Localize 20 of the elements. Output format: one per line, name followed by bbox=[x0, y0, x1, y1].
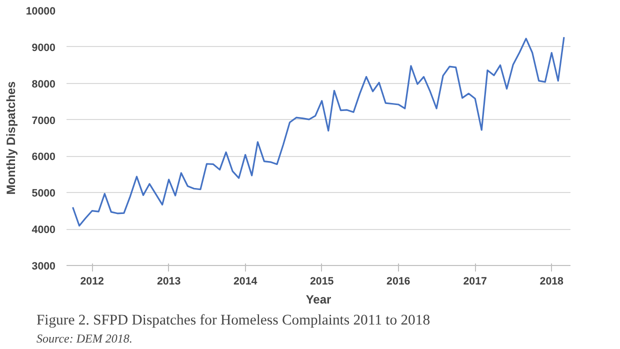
y-tick-label: 8000 bbox=[32, 78, 56, 90]
y-tick-label: 4000 bbox=[32, 224, 56, 236]
x-tick-label: 2014 bbox=[233, 276, 258, 288]
x-tick-label: 2017 bbox=[463, 276, 488, 288]
x-tick-label: 2018 bbox=[540, 276, 564, 288]
y-tick-label: 6000 bbox=[32, 151, 56, 164]
y-tick-label: 9000 bbox=[32, 42, 56, 54]
x-axis-title: Year bbox=[306, 292, 332, 306]
line-series bbox=[72, 36, 565, 227]
x-tick-label: 2013 bbox=[156, 276, 181, 288]
y-axis-title: Monthly Dispatches bbox=[4, 81, 18, 195]
x-tick-label: 2012 bbox=[80, 276, 104, 288]
x-tick-label: 2016 bbox=[386, 276, 410, 288]
source-note: Source: DEM 2018. bbox=[36, 332, 132, 346]
y-tick-label: 3000 bbox=[32, 260, 56, 272]
y-tick-label: 7000 bbox=[32, 114, 56, 127]
y-tick-label: 10000 bbox=[26, 6, 56, 18]
text: Figure 2. SFPD Dispatches for Homeless Complaints 2011 to 2018 bbox=[36, 312, 430, 328]
x-tick-label: 2015 bbox=[310, 276, 334, 288]
y-tick-label: 5000 bbox=[32, 188, 56, 200]
